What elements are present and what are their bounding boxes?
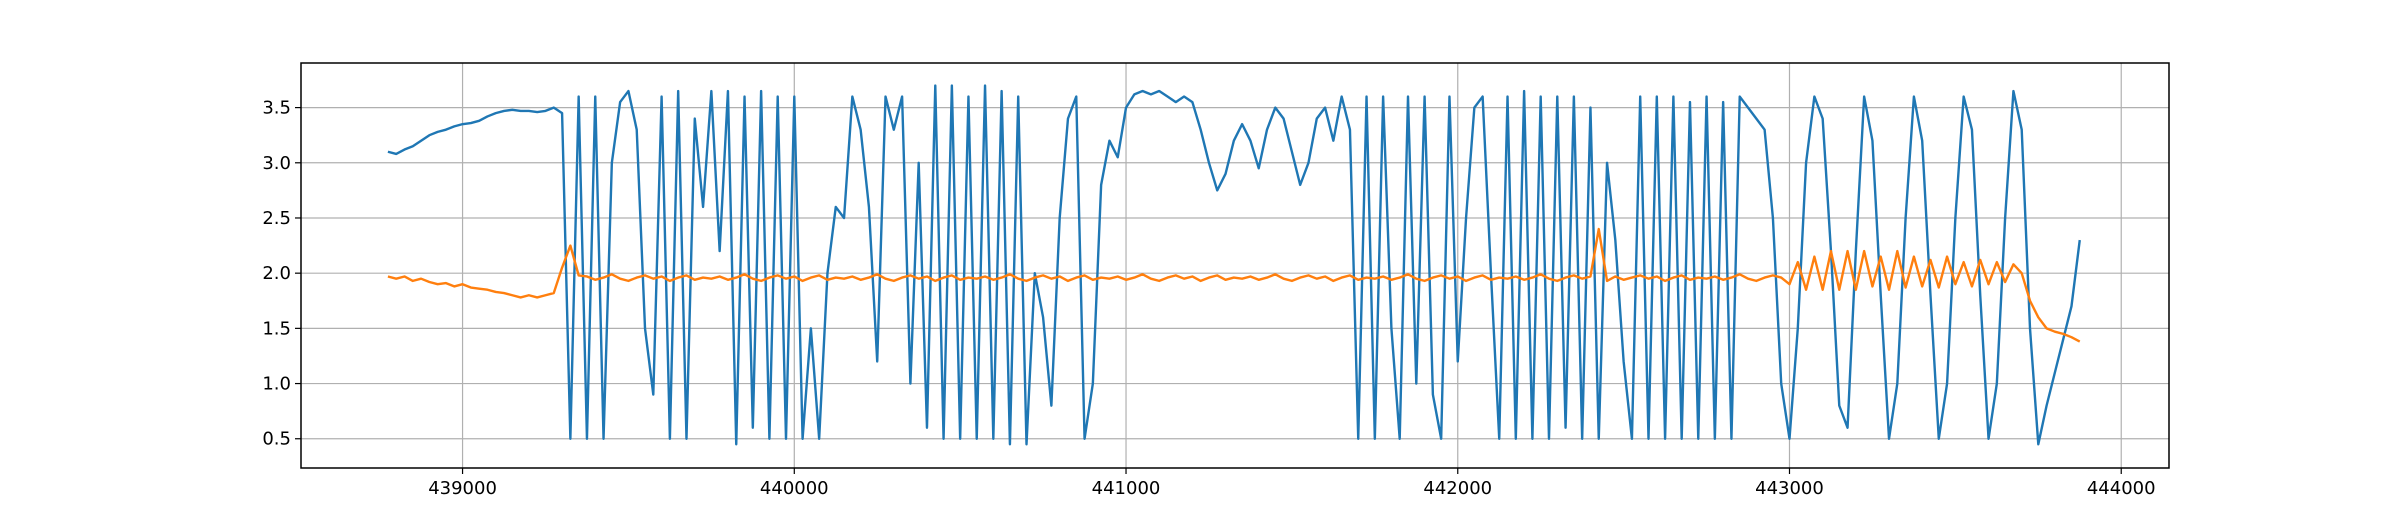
y-tick-label: 1.5 [262, 318, 291, 339]
series-line [387, 84, 2081, 446]
x-tick-label: 444000 [2087, 478, 2156, 499]
plot-area [387, 84, 2081, 446]
series-line [387, 227, 2081, 343]
axes: 439000 440000 441000 442000 443000 444000 0.5 1… [262, 98, 2155, 499]
y-tick-label: 1.0 [262, 374, 291, 395]
plot-frame [300, 62, 2170, 469]
x-tick-label: 441000 [1092, 478, 1161, 499]
x-tick-label: 443000 [1755, 478, 1824, 499]
y-tick-label: 3.0 [262, 153, 291, 174]
y-tick-label: 2.5 [262, 208, 291, 229]
x-tick-label: 440000 [760, 478, 829, 499]
y-tick-label: 2.0 [262, 263, 291, 284]
x-tick-label: 439000 [428, 478, 497, 499]
y-tick-label: 3.5 [262, 98, 291, 119]
x-tick-label: 442000 [1423, 478, 1492, 499]
y-tick-label: 0.5 [262, 429, 291, 450]
